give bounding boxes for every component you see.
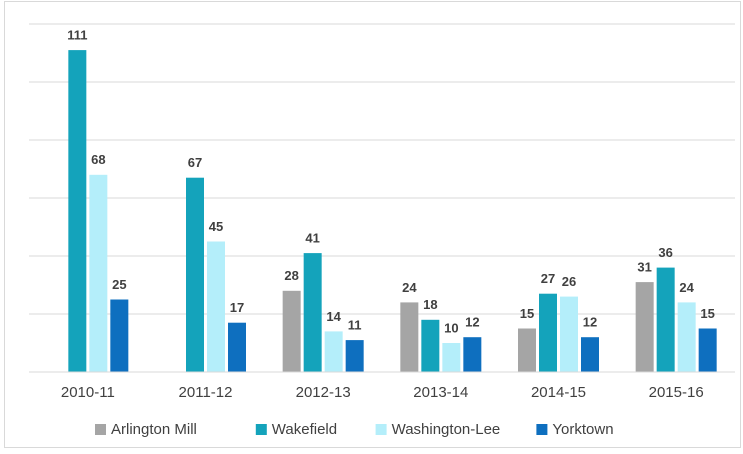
data-label: 36 xyxy=(658,245,672,260)
bar xyxy=(89,174,108,372)
x-tick-label: 2013-14 xyxy=(413,384,468,401)
bar xyxy=(698,328,717,372)
x-tick-label: 2014-15 xyxy=(531,384,586,401)
data-label: 15 xyxy=(520,306,534,321)
legend-swatch xyxy=(536,424,548,435)
chart-frame xyxy=(4,1,741,448)
data-label: 25 xyxy=(112,277,126,292)
legend-label: Arlington Mill xyxy=(111,421,197,438)
x-tick-label: 2010-11 xyxy=(61,384,115,401)
bar xyxy=(228,322,246,372)
bar xyxy=(345,340,364,372)
legend-label: Wakefield xyxy=(272,421,337,438)
bar xyxy=(282,290,301,372)
legend-label: Yorktown xyxy=(552,421,613,438)
legend-swatch xyxy=(255,424,267,435)
bar xyxy=(581,337,599,372)
bar xyxy=(539,293,557,372)
legend-label: Washington-Lee xyxy=(392,421,501,438)
data-label: 15 xyxy=(700,306,714,321)
data-label: 18 xyxy=(423,297,437,312)
bar xyxy=(186,177,204,372)
data-label: 24 xyxy=(402,280,417,295)
x-tick-label: 2012-13 xyxy=(296,384,351,401)
bar xyxy=(656,267,675,372)
bar xyxy=(324,331,343,372)
data-label: 26 xyxy=(562,274,576,289)
bar xyxy=(400,302,419,372)
data-label: 12 xyxy=(465,315,479,330)
data-label: 31 xyxy=(637,260,651,275)
x-tick-label: 2015-16 xyxy=(649,384,704,401)
data-label: 17 xyxy=(230,300,244,315)
data-label: 45 xyxy=(209,219,223,234)
bar xyxy=(68,50,87,372)
bar xyxy=(207,241,225,372)
data-label: 41 xyxy=(305,231,319,246)
bar xyxy=(463,337,482,372)
bar xyxy=(421,319,440,372)
legend-swatch xyxy=(95,424,106,435)
bar xyxy=(677,302,696,372)
x-tick-label: 2011-12 xyxy=(179,384,233,401)
data-label: 14 xyxy=(326,309,341,324)
bar xyxy=(110,299,129,372)
data-label: 67 xyxy=(188,155,202,170)
bar xyxy=(560,296,578,372)
data-label: 28 xyxy=(284,268,298,283)
bar xyxy=(303,253,322,372)
bar xyxy=(635,282,654,372)
data-label: 24 xyxy=(679,280,694,295)
data-label: 111 xyxy=(67,28,87,43)
data-label: 10 xyxy=(444,320,458,335)
bar xyxy=(518,328,536,372)
data-label: 68 xyxy=(91,152,105,167)
data-label: 27 xyxy=(541,271,555,286)
data-label: 12 xyxy=(583,315,597,330)
bar xyxy=(442,343,461,372)
data-label: 11 xyxy=(348,318,362,333)
legend-swatch xyxy=(375,424,387,435)
